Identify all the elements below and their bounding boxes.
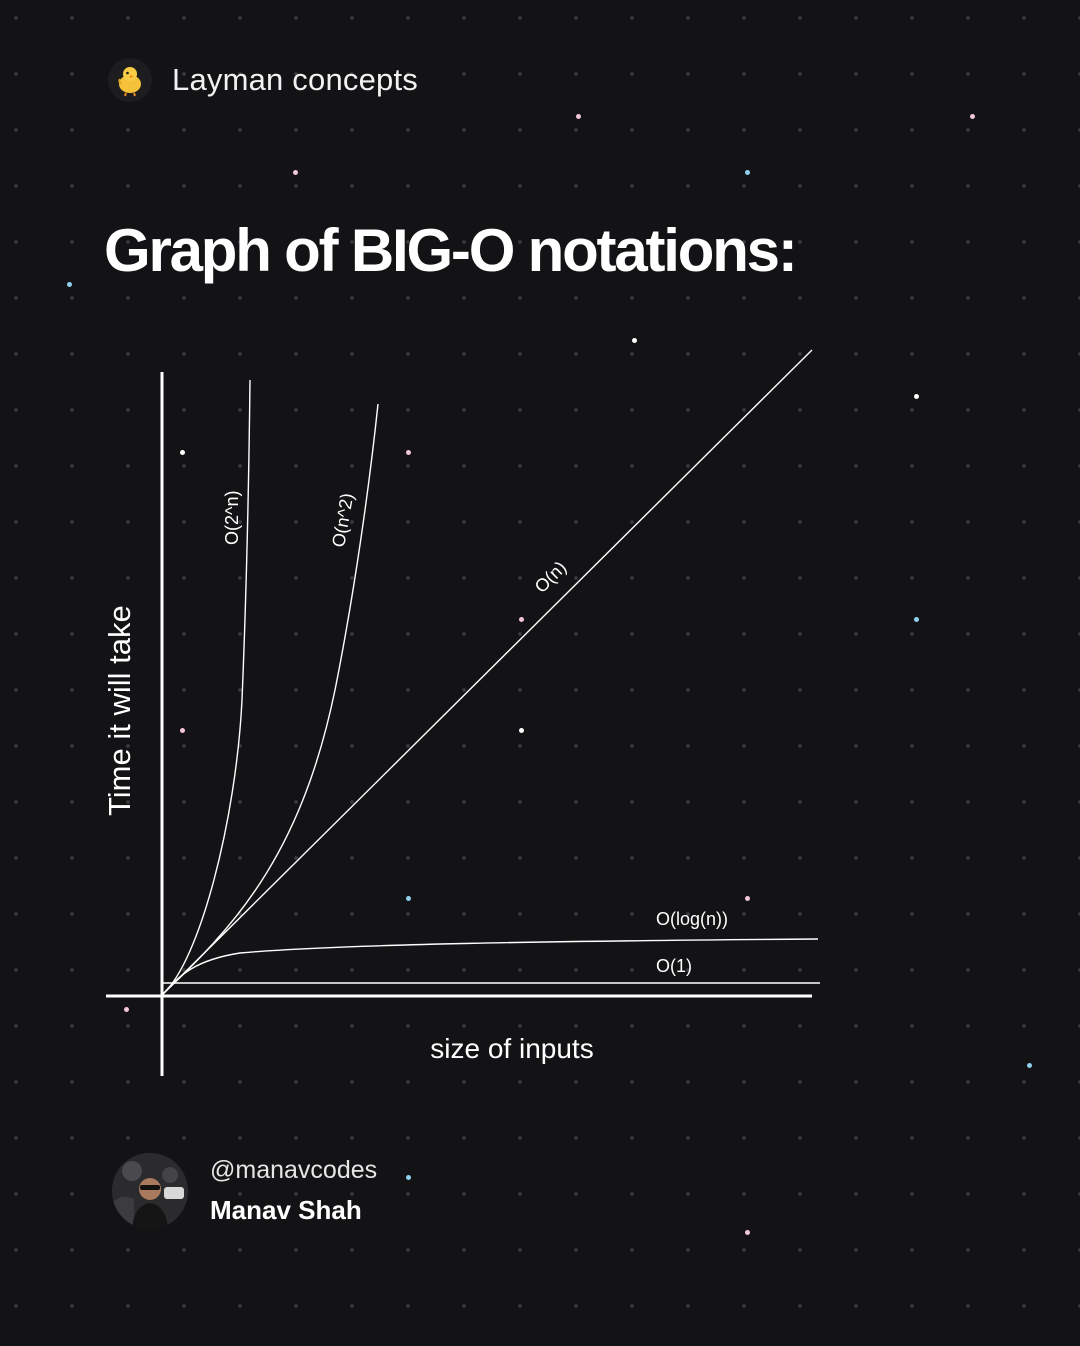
sparkle-dot	[745, 1230, 750, 1235]
sparkle-dot	[406, 896, 411, 901]
sparkle-dot	[745, 896, 750, 901]
curve-logarithmic	[162, 938, 819, 995]
curve-exponential	[162, 379, 251, 995]
sparkle-dot	[1027, 1063, 1032, 1068]
sparkle-dot	[519, 617, 524, 622]
sparkle-dot	[745, 170, 750, 175]
sparkle-dot	[632, 338, 637, 343]
header: Layman concepts	[108, 54, 418, 106]
label-quadratic: O(n^2)	[328, 492, 357, 549]
y-axis-label: Time it will take	[102, 605, 137, 816]
x-axis-label: size of inputs	[430, 1033, 593, 1064]
author-handle[interactable]: @manavcodes	[210, 1156, 378, 1184]
label-logarithmic: O(log(n))	[656, 909, 728, 929]
sparkle-dot	[180, 728, 185, 733]
curve-quadratic	[162, 403, 379, 995]
sparkle-dot	[970, 114, 975, 119]
sparkle-dot	[67, 282, 72, 287]
curve-linear	[162, 349, 813, 995]
sparkle-dot	[519, 728, 524, 733]
chick-icon	[108, 58, 152, 102]
sparkle-dot	[406, 1175, 411, 1180]
sparkle-dot	[124, 1007, 129, 1012]
author-name: Manav Shah	[210, 1195, 362, 1225]
label-exponential: O(2^n)	[222, 491, 242, 545]
author-card: @manavcodes Manav Shah	[112, 1153, 377, 1229]
label-constant: O(1)	[656, 956, 692, 976]
sparkle-dot	[914, 617, 919, 622]
label-linear: O(n)	[531, 557, 571, 597]
avatar	[112, 1153, 188, 1229]
page-title: Graph of BIG-O notations:	[104, 217, 798, 284]
sparkle-dot	[180, 450, 185, 455]
sparkle-dot	[576, 114, 581, 119]
sparkle-dot	[293, 170, 298, 175]
author-info: @manavcodes Manav Shah	[210, 1156, 377, 1226]
brand-label: Layman concepts	[172, 62, 418, 97]
sparkle-dot	[914, 394, 919, 399]
sparkle-dot	[406, 450, 411, 455]
